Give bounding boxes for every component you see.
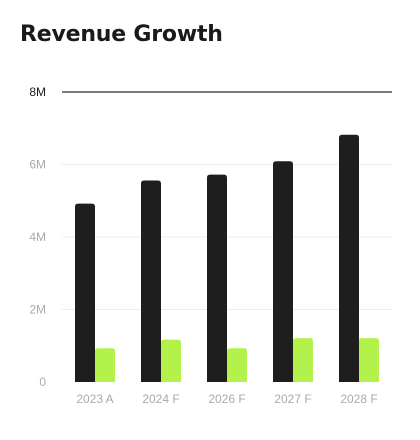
y-tick-label: 4M (29, 230, 46, 244)
bar-series-2 (161, 339, 181, 382)
y-tick-label: 6M (29, 158, 46, 172)
x-tick-label: 2026 F (208, 392, 245, 406)
x-tick-label: 2024 F (142, 392, 179, 406)
x-tick-label: 2028 F (340, 392, 377, 406)
bar-series-2 (359, 338, 379, 382)
bar-series-2 (227, 348, 247, 382)
bar-series-1 (141, 180, 161, 382)
x-tick-label: 2023 A (76, 392, 113, 406)
x-axis-ticks: 2023 A 2024 F 2026 F 2027 F 2028 F (76, 392, 377, 406)
bar-series-1 (75, 203, 95, 382)
bar-series-2 (293, 338, 313, 382)
bar-series-2 (95, 348, 115, 382)
y-tick-label: 2M (29, 303, 46, 317)
y-tick-label: 0 (39, 375, 46, 389)
bar-series-1 (339, 134, 359, 382)
x-tick-label: 2027 F (274, 392, 311, 406)
bars (75, 134, 379, 382)
y-tick-label: 8M (29, 85, 46, 99)
chart-title: Revenue Growth (20, 22, 223, 47)
y-axis-ticks: 0 2M 4M 6M 8M (29, 85, 46, 389)
bar-series-1 (207, 174, 227, 382)
bar-series-1 (273, 161, 293, 382)
